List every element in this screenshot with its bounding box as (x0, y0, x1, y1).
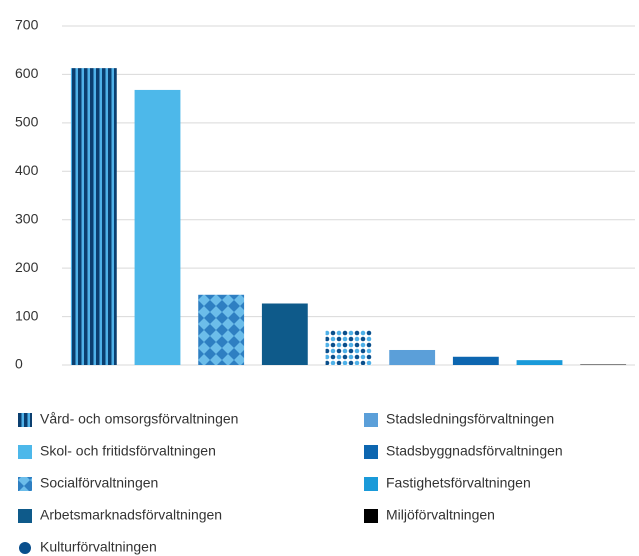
legend-marker (18, 477, 32, 491)
legend-marker (18, 413, 32, 427)
legend-label: Miljöförvaltningen (386, 507, 495, 523)
legend-marker (18, 445, 32, 459)
y-tick-label: 0 (15, 356, 23, 372)
bar (261, 303, 308, 365)
bar (134, 89, 181, 365)
bar (389, 349, 436, 365)
y-tick-label: 200 (15, 259, 39, 275)
y-tick-label: 700 (15, 17, 39, 33)
legend-marker (364, 445, 378, 459)
bar (325, 330, 372, 365)
bar (452, 356, 499, 365)
y-tick-label: 500 (15, 114, 39, 130)
bar (198, 294, 245, 365)
legend-label: Kulturförvaltningen (40, 539, 157, 555)
bar (516, 360, 563, 365)
legend-marker (364, 477, 378, 491)
y-tick-label: 300 (15, 210, 39, 226)
legend-label: Socialförvaltningen (40, 475, 158, 491)
legend-label: Stadsledningsförvaltningen (386, 411, 554, 427)
bar (70, 68, 117, 365)
legend-marker (364, 509, 378, 523)
legend-label: Vård- och omsorgsförvaltningen (40, 411, 238, 427)
legend-marker (19, 542, 31, 554)
y-tick-label: 600 (15, 65, 39, 81)
legend-label: Fastighetsförvaltningen (386, 475, 531, 491)
legend-label: Arbetsmarknadsförvaltningen (40, 507, 222, 523)
y-tick-label: 100 (15, 307, 39, 323)
y-tick-label: 400 (15, 162, 39, 178)
legend-marker (18, 509, 32, 523)
legend-label: Stadsbyggnadsförvaltningen (386, 443, 563, 459)
legend-label: Skol- och fritidsförvaltningen (40, 443, 216, 459)
legend-marker (364, 413, 378, 427)
